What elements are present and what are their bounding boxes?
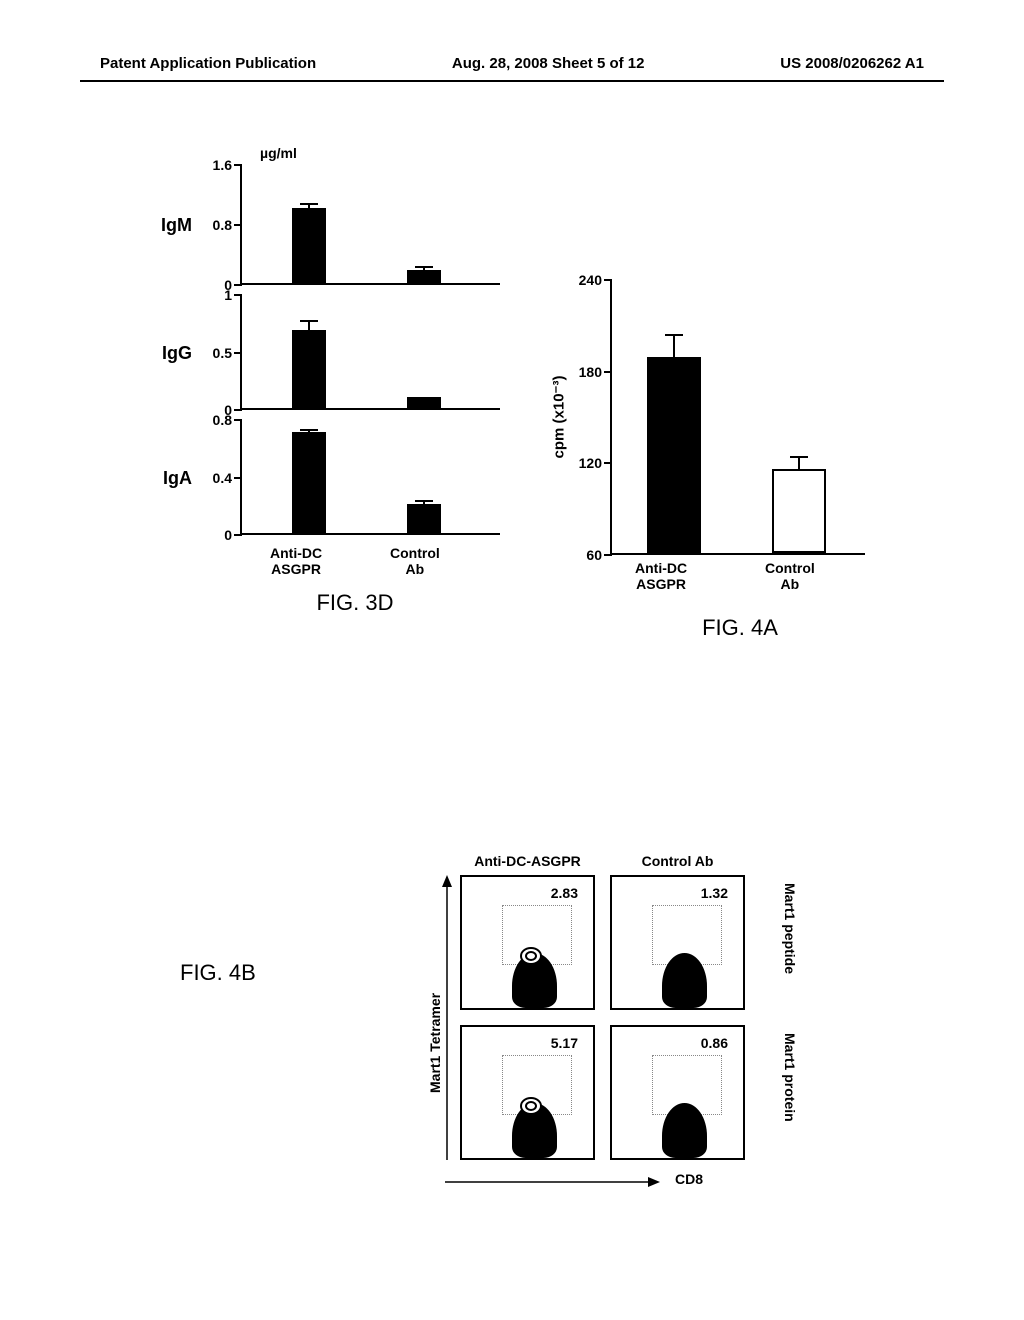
figure-3d: µg/ml IgM00.81.6IgG00.51IgA00.40.8 Anti-… — [180, 165, 490, 616]
fig4b-row-label-1: Mart1 peptide — [782, 883, 798, 1003]
fig4b-cell: 2.83 — [460, 875, 595, 1010]
fig3d-xlabel-1: Anti-DC ASGPR — [270, 545, 322, 577]
fig3d-bar — [292, 330, 326, 408]
fig4b-cell: 1.32 — [610, 875, 745, 1010]
fig4b-xaxis-label: CD8 — [675, 1171, 703, 1187]
header-right: US 2008/0206262 A1 — [780, 55, 924, 72]
fig4b-cell-value: 0.86 — [701, 1035, 728, 1051]
fig4b-cell-value: 2.83 — [551, 885, 578, 901]
fig4b-caption: FIG. 4B — [180, 960, 256, 986]
fig4b-cell: 5.17 — [460, 1025, 595, 1160]
fig3d-bar — [292, 432, 326, 533]
header-center: Aug. 28, 2008 Sheet 5 of 12 — [452, 55, 645, 72]
fig4a-caption: FIG. 4A — [610, 615, 870, 641]
fig4a-xlabel-1: Anti-DC ASGPR — [635, 560, 687, 592]
fig3d-ytick-label: 0.8 — [200, 217, 232, 233]
page-header: Patent Application Publication Aug. 28, … — [0, 55, 1024, 72]
fig3d-row-label: IgG — [152, 343, 192, 364]
fig3d-caption: FIG. 3D — [220, 590, 490, 616]
fig4a-ytick-label: 240 — [567, 272, 602, 288]
fig4b-row-label-2: Mart1 protein — [782, 1033, 798, 1153]
header-rule — [80, 80, 944, 82]
fig3d-bar — [292, 208, 326, 283]
fig4b-cell: 0.86 — [610, 1025, 745, 1160]
fig4a-chart: cpm (x10⁻³) 60120180240 — [610, 280, 865, 555]
fig4a-ytick-label: 60 — [567, 547, 602, 563]
fig4b-cell-value: 1.32 — [701, 885, 728, 901]
fig4a-bar — [647, 357, 701, 553]
fig4b-col-header-2: Control Ab — [610, 853, 745, 869]
fig3d-ytick-label: 0.8 — [200, 412, 232, 428]
fig3d-ytick-label: 1.6 — [200, 157, 232, 173]
fig4b-xaxis-arrow-icon — [445, 1175, 660, 1190]
fig3d-bar — [407, 504, 441, 533]
fig3d-ytick-label: 1 — [200, 287, 232, 303]
fig4a-bar — [772, 469, 826, 553]
fig3d-ytick-label: 0.5 — [200, 345, 232, 361]
fig3d-ylabel-top: µg/ml — [260, 145, 297, 161]
fig4b-yaxis-arrow-icon — [440, 875, 455, 1165]
fig4a-yaxis-label: cpm (x10⁻³) — [549, 375, 567, 458]
header-left: Patent Application Publication — [100, 55, 316, 72]
fig4b-col-header-1: Anti-DC-ASGPR — [460, 853, 595, 869]
fig3d-ytick-label: 0.4 — [200, 470, 232, 486]
fig4a-xlabel-2: Control Ab — [765, 560, 815, 592]
fig3d-row-label: IgA — [152, 468, 192, 489]
fig4a-ytick-label: 120 — [567, 455, 602, 471]
figure-4a: cpm (x10⁻³) 60120180240 Anti-DC ASGPR Co… — [540, 280, 870, 641]
fig3d-xlabel-2: Control Ab — [390, 545, 440, 577]
fig4a-ytick-label: 180 — [567, 364, 602, 380]
fig3d-bar — [407, 270, 441, 284]
fig4b-cell-value: 5.17 — [551, 1035, 578, 1051]
fig3d-bar — [407, 397, 441, 409]
fig3d-ytick-label: 0 — [200, 527, 232, 543]
fig3d-row-label: IgM — [152, 215, 192, 236]
